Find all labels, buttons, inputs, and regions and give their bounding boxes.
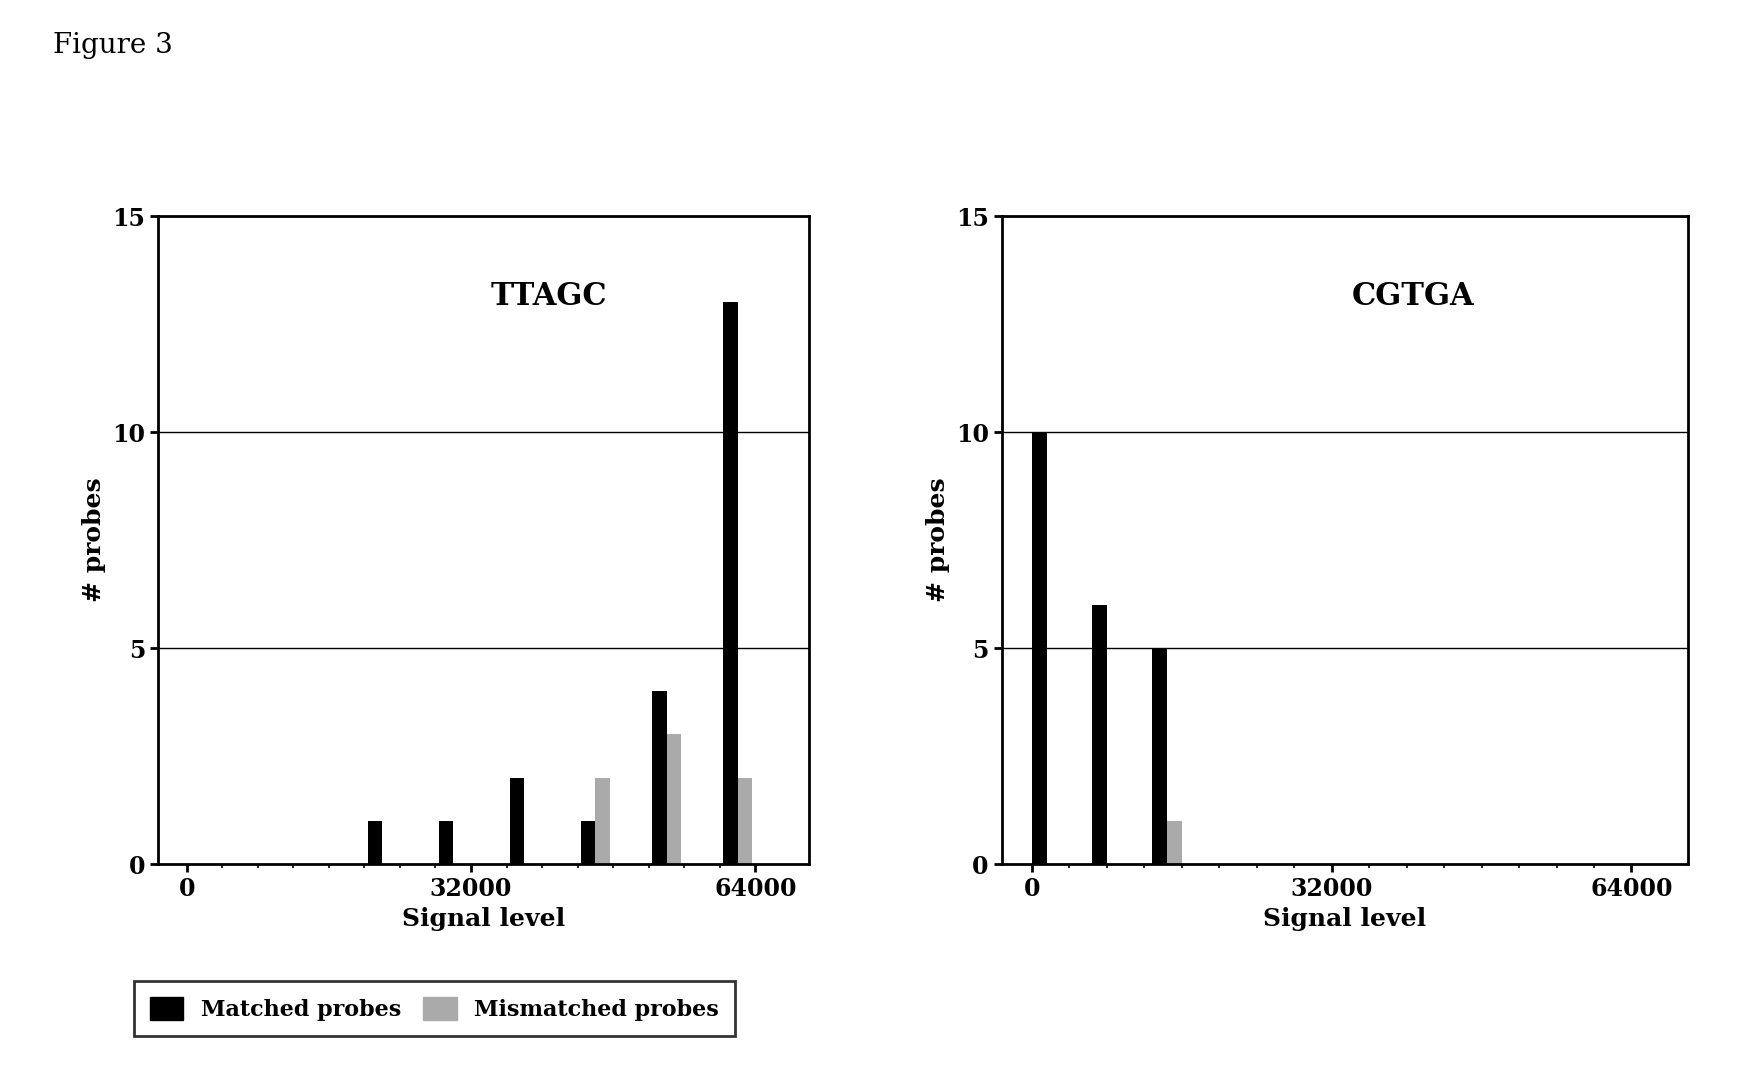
X-axis label: Signal level: Signal level [402,907,564,931]
Bar [510,778,524,864]
Text: CGTGA: CGTGA [1351,281,1474,312]
Bar [1031,432,1047,864]
Bar [439,821,453,864]
Bar [1151,648,1167,864]
Bar [1167,821,1181,864]
Y-axis label: # probes: # probes [926,477,951,603]
Bar [582,821,596,864]
Text: TTAGC: TTAGC [490,281,606,312]
Bar [1091,605,1107,864]
X-axis label: Signal level: Signal level [1263,907,1425,931]
Bar [722,302,738,864]
Legend: Matched probes, Mismatched probes: Matched probes, Mismatched probes [134,982,734,1037]
Text: Figure 3: Figure 3 [53,32,172,59]
Bar [738,778,752,864]
Bar [666,734,680,864]
Bar [367,821,381,864]
Bar [596,778,610,864]
Bar [652,691,666,864]
Y-axis label: # probes: # probes [83,477,107,603]
